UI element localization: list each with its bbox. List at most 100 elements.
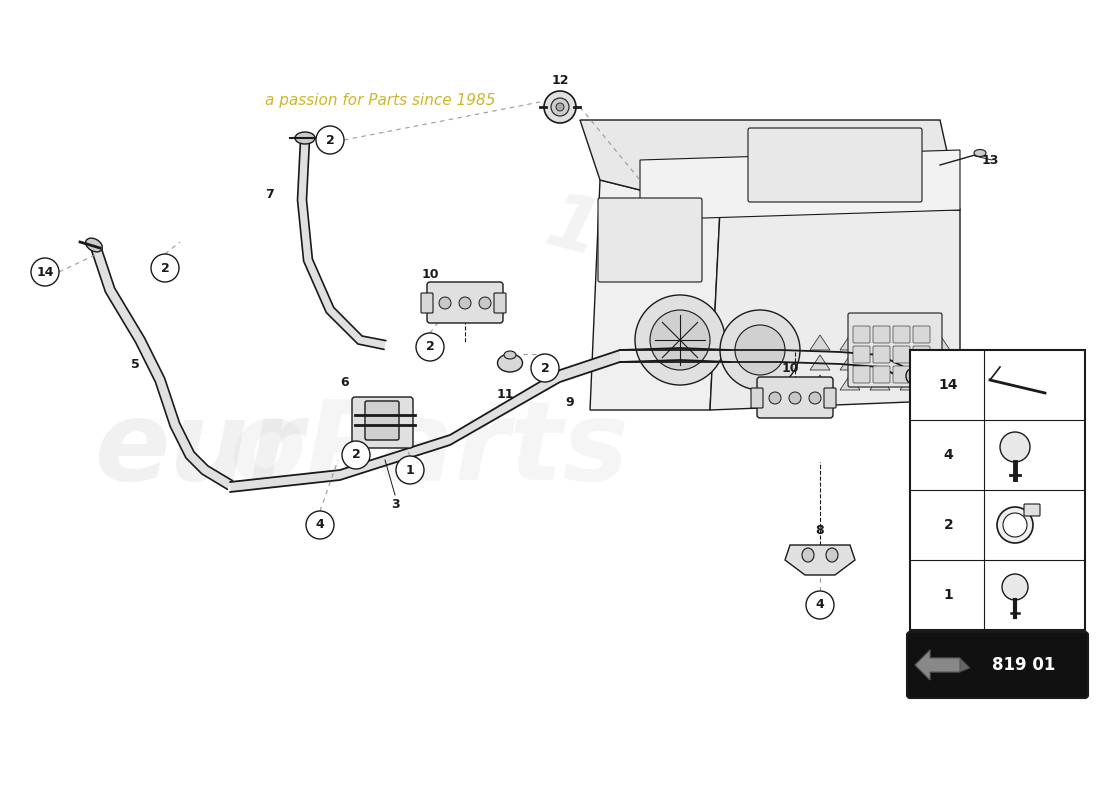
FancyBboxPatch shape [751, 388, 763, 408]
Text: 819 01: 819 01 [992, 656, 1055, 674]
Ellipse shape [906, 369, 916, 383]
Circle shape [720, 310, 800, 390]
Text: a passion for Parts since 1985: a passion for Parts since 1985 [265, 93, 495, 107]
Circle shape [31, 258, 59, 286]
Text: 1985: 1985 [538, 186, 762, 314]
FancyBboxPatch shape [852, 346, 870, 363]
Ellipse shape [974, 150, 986, 157]
Text: 2: 2 [326, 134, 334, 146]
FancyBboxPatch shape [893, 346, 910, 363]
Polygon shape [870, 375, 890, 390]
Text: eur: eur [96, 397, 305, 503]
Circle shape [306, 511, 334, 539]
Circle shape [806, 591, 834, 619]
FancyBboxPatch shape [824, 388, 836, 408]
Polygon shape [297, 140, 386, 350]
Text: 14: 14 [938, 378, 958, 392]
FancyBboxPatch shape [598, 198, 702, 282]
Polygon shape [870, 335, 890, 350]
Circle shape [342, 441, 370, 469]
Text: 1: 1 [944, 588, 954, 602]
FancyBboxPatch shape [893, 326, 910, 343]
FancyBboxPatch shape [352, 397, 412, 448]
Circle shape [1002, 574, 1028, 600]
FancyBboxPatch shape [848, 313, 942, 387]
Polygon shape [810, 335, 830, 350]
Polygon shape [785, 545, 855, 575]
Ellipse shape [86, 238, 102, 252]
FancyBboxPatch shape [910, 350, 1085, 630]
Circle shape [478, 297, 491, 309]
Text: 3: 3 [390, 498, 399, 511]
Text: 11: 11 [496, 389, 514, 402]
Circle shape [416, 333, 444, 361]
Text: 4: 4 [944, 448, 954, 462]
Text: oParts: oParts [230, 397, 630, 503]
Circle shape [531, 354, 559, 382]
Ellipse shape [504, 351, 516, 359]
Ellipse shape [497, 354, 522, 372]
Circle shape [459, 297, 471, 309]
Text: 1: 1 [406, 463, 415, 477]
Polygon shape [900, 335, 920, 350]
Polygon shape [930, 375, 950, 390]
Polygon shape [840, 355, 860, 370]
Circle shape [551, 98, 569, 116]
Circle shape [439, 297, 451, 309]
FancyBboxPatch shape [427, 282, 503, 323]
Polygon shape [870, 355, 890, 370]
Circle shape [769, 392, 781, 404]
FancyBboxPatch shape [1024, 504, 1040, 516]
Circle shape [997, 507, 1033, 543]
Circle shape [789, 392, 801, 404]
Text: 2: 2 [540, 362, 549, 374]
FancyBboxPatch shape [748, 128, 922, 202]
FancyBboxPatch shape [365, 401, 399, 440]
Text: 10: 10 [421, 269, 439, 282]
Polygon shape [640, 150, 960, 220]
FancyBboxPatch shape [913, 366, 930, 383]
Polygon shape [930, 355, 950, 370]
FancyBboxPatch shape [757, 377, 833, 418]
Text: 7: 7 [265, 189, 274, 202]
Polygon shape [230, 350, 620, 492]
Polygon shape [900, 355, 920, 370]
Text: 6: 6 [341, 375, 350, 389]
Text: 5: 5 [131, 358, 140, 371]
Circle shape [1000, 432, 1030, 462]
Circle shape [396, 456, 424, 484]
Text: 4: 4 [815, 598, 824, 611]
Circle shape [635, 295, 725, 385]
Text: 13: 13 [981, 154, 999, 166]
Text: 2: 2 [352, 449, 361, 462]
Polygon shape [900, 375, 920, 390]
Text: 14: 14 [36, 266, 54, 278]
Circle shape [650, 310, 710, 370]
Circle shape [151, 254, 179, 282]
Polygon shape [915, 650, 960, 680]
FancyBboxPatch shape [852, 366, 870, 383]
Ellipse shape [826, 548, 838, 562]
FancyBboxPatch shape [494, 293, 506, 313]
Text: 8: 8 [816, 523, 824, 537]
Ellipse shape [802, 548, 814, 562]
Circle shape [556, 103, 564, 111]
Text: 4: 4 [316, 518, 324, 531]
Polygon shape [810, 355, 830, 370]
FancyBboxPatch shape [421, 293, 433, 313]
Circle shape [735, 325, 785, 375]
Circle shape [808, 392, 821, 404]
FancyBboxPatch shape [873, 366, 890, 383]
Polygon shape [915, 650, 970, 680]
Text: 12: 12 [551, 74, 569, 86]
Polygon shape [930, 335, 950, 350]
Ellipse shape [295, 132, 315, 144]
Circle shape [544, 91, 576, 123]
Polygon shape [90, 243, 232, 490]
Text: 2: 2 [944, 518, 954, 532]
FancyBboxPatch shape [913, 346, 930, 363]
Text: 2: 2 [426, 341, 434, 354]
Circle shape [316, 126, 344, 154]
FancyBboxPatch shape [873, 346, 890, 363]
Polygon shape [840, 335, 860, 350]
